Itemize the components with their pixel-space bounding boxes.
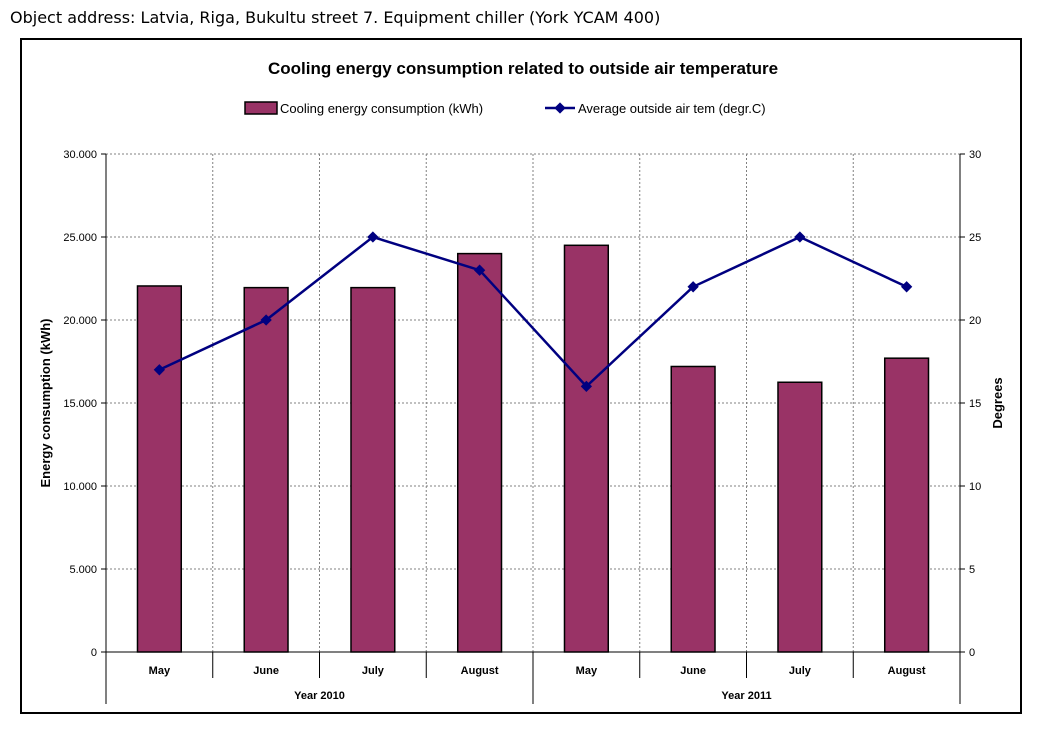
grid-layer [106, 153, 960, 652]
temperature-point [473, 264, 486, 276]
x-tick-label: July [789, 665, 812, 677]
x-tick-label: May [149, 665, 171, 677]
legend-line-marker [554, 102, 566, 114]
y2-tick-label: 20 [969, 315, 981, 327]
legend: Cooling energy consumption (kWh) Average… [244, 101, 766, 116]
bar [883, 357, 930, 653]
object-address-text: Object address: Latvia, Riga, Bukultu st… [10, 8, 661, 27]
temperature-point [900, 281, 913, 293]
x-tick-label: August [461, 665, 499, 677]
temperature-point [153, 364, 166, 376]
y-tick-label: 10.000 [63, 481, 97, 493]
temperature-line [158, 235, 908, 389]
y2-tick-label: 15 [969, 398, 981, 410]
chart-title: Cooling energy consumption related to ou… [268, 59, 778, 78]
y-tick-label: 20.000 [63, 315, 97, 327]
bar [670, 365, 716, 653]
bar [243, 286, 289, 653]
y-tick-label: 25.000 [63, 232, 97, 244]
y-tick-label: 5.000 [69, 564, 97, 576]
temperature-point [260, 314, 272, 326]
y2-axis-title: Degrees [990, 377, 1005, 428]
x-tick-label: August [888, 665, 926, 677]
axis-layer [101, 153, 965, 704]
bars-layer [136, 244, 930, 653]
group-label: Year 2011 [721, 690, 771, 702]
legend-line-label: Average outside air tem (degr.C) [578, 101, 766, 116]
y2-tick-label: 10 [969, 481, 981, 493]
y-tick-label: 30.000 [63, 149, 97, 161]
bar [350, 286, 396, 653]
bar [777, 381, 823, 653]
temperature-point [580, 380, 593, 393]
temperature-point [687, 281, 699, 293]
y2-tick-label: 30 [969, 149, 981, 161]
y-axis-title: Energy consumption (kWh) [38, 319, 53, 488]
line-layer [153, 231, 913, 393]
bar [456, 252, 503, 653]
group-label: Year 2010 [294, 690, 345, 702]
x-tick-label: July [362, 665, 385, 677]
temperature-point [794, 231, 806, 243]
y-tick-label: 0 [91, 647, 97, 659]
y2-tick-label: 25 [969, 232, 981, 244]
x-tick-label: June [680, 665, 706, 677]
legend-bar-label: Cooling energy consumption (kWh) [280, 101, 483, 116]
y2-tick-label: 5 [969, 564, 975, 576]
temperature-point [367, 231, 379, 243]
bar [563, 244, 610, 653]
y2-tick-label: 0 [969, 647, 975, 659]
legend-bar-swatch [244, 101, 278, 115]
x-tick-label: May [576, 665, 598, 677]
y-tick-label: 15.000 [63, 398, 97, 410]
x-tick-label: June [253, 665, 279, 677]
chart-frame [20, 38, 1022, 714]
label-layer: 0 0 5.000 5 10.000 10 15.000 15 20.000 20 25.000 25… [63, 149, 981, 702]
bar [136, 285, 183, 653]
